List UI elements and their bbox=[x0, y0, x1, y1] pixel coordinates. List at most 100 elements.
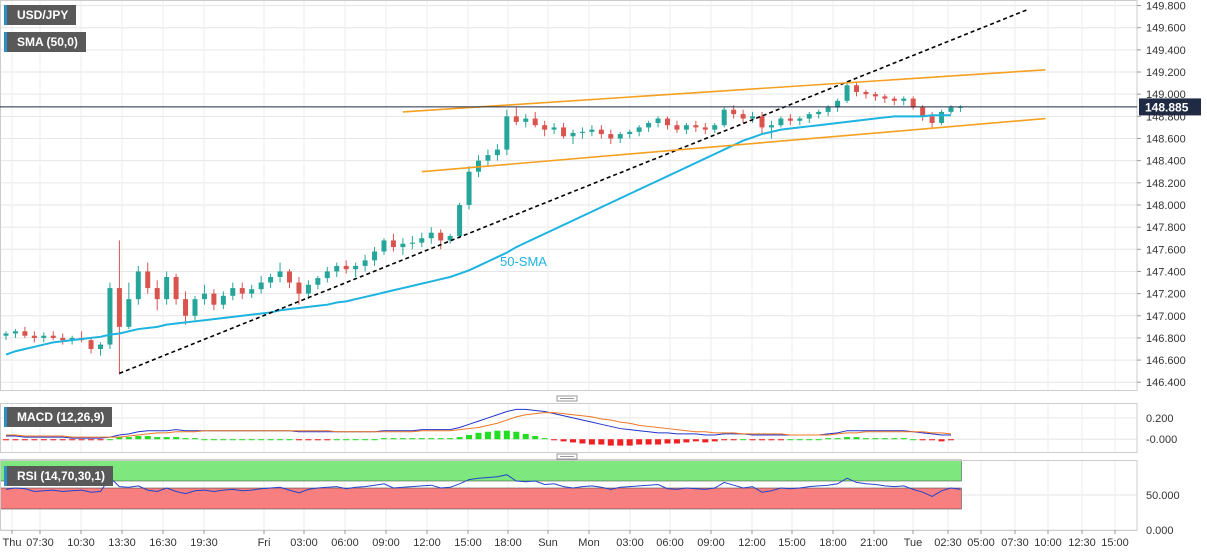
macd-histogram-bar bbox=[929, 439, 936, 441]
candle-body bbox=[334, 265, 340, 272]
macd-histogram-bar bbox=[390, 438, 397, 440]
macd-histogram-bar bbox=[796, 439, 803, 441]
macd-histogram-bar bbox=[21, 439, 28, 441]
macd-histogram-bar bbox=[891, 438, 898, 440]
candle-body bbox=[891, 98, 897, 101]
macd-histogram-bar bbox=[88, 439, 95, 441]
macd-histogram-bar bbox=[466, 434, 473, 440]
macd-histogram-bar bbox=[324, 439, 331, 441]
candle-body bbox=[466, 171, 472, 205]
macd-histogram-bar bbox=[97, 439, 104, 441]
channel-upper-line bbox=[402, 69, 1046, 113]
candle-body bbox=[50, 335, 56, 338]
macd-histogram-bar bbox=[192, 438, 198, 440]
macd-histogram-bar bbox=[220, 439, 227, 441]
candle-body bbox=[457, 204, 463, 236]
macd-histogram-bar bbox=[532, 436, 539, 440]
price-tick-label: 148.400 bbox=[1146, 156, 1186, 168]
candle-body bbox=[409, 242, 415, 244]
candle-body bbox=[920, 107, 926, 117]
candle-body bbox=[164, 276, 170, 300]
candle-body bbox=[778, 118, 784, 126]
candle-body bbox=[806, 114, 812, 119]
symbol-label[interactable]: USD/JPY bbox=[4, 5, 77, 25]
macd-histogram-bar bbox=[844, 437, 851, 440]
price-tick-label: 146.800 bbox=[1146, 333, 1186, 345]
panel-border bbox=[0, 460, 1138, 531]
macd-histogram-bar bbox=[673, 439, 680, 444]
macd-histogram-bar bbox=[560, 439, 567, 442]
candle-body bbox=[315, 278, 321, 285]
price-panel-grid bbox=[0, 0, 1137, 390]
x-tick-label: 12:00 bbox=[738, 537, 766, 549]
x-tick-label: Thu bbox=[3, 537, 22, 549]
candle-body bbox=[702, 127, 708, 130]
macd-histogram-bar bbox=[900, 438, 907, 440]
rsi-tick-label: 50.000 bbox=[1146, 490, 1180, 502]
sma-indicator-label[interactable]: SMA (50,0) bbox=[4, 32, 86, 52]
candle-body bbox=[910, 98, 916, 108]
macd-indicator-label[interactable]: MACD (12,26,9) bbox=[4, 407, 113, 427]
macd-histogram-bar bbox=[551, 439, 558, 441]
candle-body bbox=[835, 100, 841, 108]
macd-histogram-bar bbox=[607, 439, 614, 446]
x-tick-label: 12:30 bbox=[1068, 537, 1096, 549]
x-axis-labels: Thu 07:30 10:30 13:30 16:30 19:30 Fri 03:00 06:0… bbox=[3, 530, 1129, 549]
x-tick-label: 10:30 bbox=[67, 537, 95, 549]
candle-body bbox=[3, 333, 9, 336]
macd-histogram-bar bbox=[522, 433, 529, 440]
x-tick-label: 05:00 bbox=[967, 537, 995, 549]
rsi-indicator-label[interactable]: RSI (14,70,30,1) bbox=[4, 466, 114, 486]
candle-body bbox=[693, 125, 699, 128]
x-tick-label: 13:30 bbox=[108, 537, 136, 549]
macd-histogram-bar bbox=[938, 439, 945, 442]
candle-body bbox=[721, 109, 727, 126]
macd-histogram-bar bbox=[787, 439, 794, 441]
macd-histogram-bar bbox=[163, 437, 170, 440]
candle-body bbox=[636, 127, 642, 132]
macd-histogram-bar bbox=[239, 439, 246, 441]
macd-histogram-bar bbox=[144, 436, 151, 440]
candle-body bbox=[872, 94, 878, 97]
candle-body bbox=[116, 288, 122, 327]
macd-histogram-bar bbox=[371, 439, 378, 441]
candle-body bbox=[731, 109, 737, 115]
candle-body bbox=[939, 111, 945, 123]
macd-histogram-bar bbox=[106, 439, 113, 441]
candle-body bbox=[750, 116, 756, 119]
candle-body bbox=[608, 134, 614, 139]
candle-body bbox=[98, 344, 103, 350]
macd-histogram-bar bbox=[210, 439, 217, 441]
candle-body bbox=[428, 232, 434, 239]
candle-body bbox=[88, 340, 94, 350]
candle-body bbox=[287, 271, 292, 283]
candle-body bbox=[787, 118, 793, 121]
candle-body bbox=[126, 299, 132, 327]
x-tick-label: Mon bbox=[578, 537, 599, 549]
sma-annotation: 50-SMA bbox=[500, 254, 547, 269]
macd-histogram-bar bbox=[626, 439, 633, 446]
candle-body bbox=[419, 238, 425, 243]
macd-histogram-bar bbox=[862, 438, 869, 440]
candle-body bbox=[712, 125, 718, 130]
candle-body bbox=[154, 288, 160, 300]
macd-histogram-bar bbox=[333, 439, 340, 441]
candle-body bbox=[627, 131, 633, 135]
macd-histogram-bar bbox=[267, 439, 274, 441]
x-tick-label: 19:30 bbox=[190, 537, 218, 549]
macd-histogram-bar bbox=[229, 439, 236, 441]
candle-body bbox=[353, 265, 359, 270]
macd-histogram-bar bbox=[948, 439, 954, 441]
macd-histogram-bar bbox=[825, 438, 832, 440]
rsi-zones bbox=[0, 459, 962, 510]
price-tick-label: 148.200 bbox=[1146, 178, 1186, 190]
panel-borders bbox=[0, 0, 1138, 531]
macd-histogram-bar bbox=[286, 439, 293, 441]
candle-body bbox=[901, 98, 907, 101]
macd-histogram-bar bbox=[3, 439, 9, 441]
panel-splitters[interactable] bbox=[556, 395, 578, 460]
macd-histogram-bar bbox=[872, 438, 879, 440]
candle-body bbox=[258, 282, 264, 290]
candle-body bbox=[948, 107, 954, 112]
